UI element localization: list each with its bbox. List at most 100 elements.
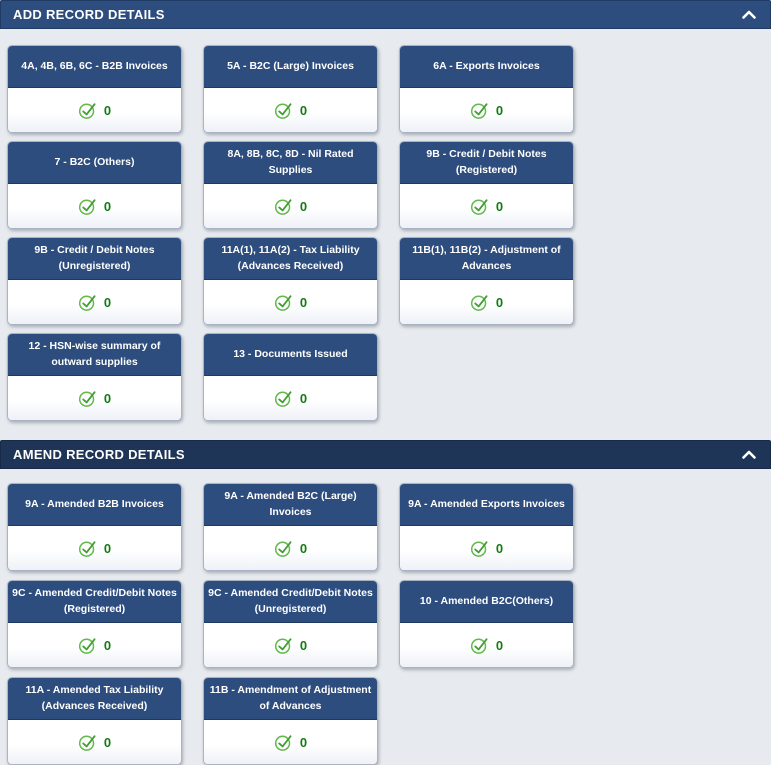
record-tile-body: 0 [8, 720, 181, 764]
record-count: 0 [495, 540, 504, 556]
record-tile[interactable]: 9B - Credit / Debit Notes (Registered) 0 [399, 141, 574, 229]
amend-record-details-section: AMEND RECORD DETAILS 9A - Amended B2B In… [0, 440, 771, 765]
record-tile-title[interactable]: 9C - Amended Credit/Debit Notes (Registe… [8, 581, 181, 623]
record-tile-body: 0 [204, 184, 377, 228]
check-circle-icon [470, 293, 489, 311]
record-tile-body: 0 [8, 280, 181, 324]
record-tile-title[interactable]: 13 - Documents Issued [204, 334, 377, 376]
record-tile[interactable]: 11B - Amendment of Adjustment of Advance… [203, 677, 378, 765]
record-tile[interactable]: 13 - Documents Issued 0 [203, 333, 378, 421]
record-count: 0 [299, 734, 308, 750]
add-section-title: ADD RECORD DETAILS [13, 7, 165, 22]
record-tile-title[interactable]: 4A, 4B, 6B, 6C - B2B Invoices [8, 46, 181, 88]
check-circle-icon [274, 293, 293, 311]
record-tile-title[interactable]: 9C - Amended Credit/Debit Notes (Unregis… [204, 581, 377, 623]
record-tile[interactable]: 8A, 8B, 8C, 8D - Nil Rated Supplies 0 [203, 141, 378, 229]
check-circle-icon [470, 101, 489, 119]
add-section-header[interactable]: ADD RECORD DETAILS [0, 0, 771, 29]
check-circle-icon [470, 636, 489, 654]
check-circle-icon [78, 389, 97, 407]
record-tile[interactable]: 9A - Amended B2B Invoices 0 [7, 483, 182, 571]
record-tile[interactable]: 9B - Credit / Debit Notes (Unregistered)… [7, 237, 182, 325]
check-circle-icon [274, 733, 293, 751]
record-tile-title[interactable]: 9B - Credit / Debit Notes (Unregistered) [8, 238, 181, 280]
record-tile-body: 0 [8, 623, 181, 667]
record-tile-body: 0 [8, 526, 181, 570]
record-tile[interactable]: 9C - Amended Credit/Debit Notes (Unregis… [203, 580, 378, 668]
record-tile-title[interactable]: 9B - Credit / Debit Notes (Registered) [400, 142, 573, 184]
record-tile[interactable]: 9A - Amended B2C (Large) Invoices 0 [203, 483, 378, 571]
amend-section-header[interactable]: AMEND RECORD DETAILS [0, 440, 771, 469]
record-count: 0 [103, 198, 112, 214]
record-tile[interactable]: 6A - Exports Invoices 0 [399, 45, 574, 133]
record-tile[interactable]: 11B(1), 11B(2) - Adjustment of Advances … [399, 237, 574, 325]
record-tile[interactable]: 5A - B2C (Large) Invoices 0 [203, 45, 378, 133]
check-circle-icon [274, 101, 293, 119]
record-tile[interactable]: 12 - HSN-wise summary of outward supplie… [7, 333, 182, 421]
record-tile[interactable]: 11A(1), 11A(2) - Tax Liability (Advances… [203, 237, 378, 325]
record-count: 0 [299, 294, 308, 310]
record-count: 0 [299, 540, 308, 556]
check-circle-icon [78, 197, 97, 215]
record-count: 0 [103, 390, 112, 406]
add-record-details-section: ADD RECORD DETAILS 4A, 4B, 6B, 6C - B2B … [0, 0, 771, 421]
chevron-up-icon[interactable] [742, 10, 756, 19]
record-count: 0 [299, 637, 308, 653]
record-count: 0 [103, 102, 112, 118]
record-tile-body: 0 [400, 623, 573, 667]
record-tile-title[interactable]: 6A - Exports Invoices [400, 46, 573, 88]
amend-section-title: AMEND RECORD DETAILS [13, 447, 185, 462]
record-tile-body: 0 [204, 623, 377, 667]
record-count: 0 [495, 637, 504, 653]
record-count: 0 [495, 198, 504, 214]
record-count: 0 [299, 198, 308, 214]
record-tile-body: 0 [8, 376, 181, 420]
record-tile-body: 0 [204, 376, 377, 420]
record-tile[interactable]: 9A - Amended Exports Invoices 0 [399, 483, 574, 571]
check-circle-icon [78, 101, 97, 119]
record-tile-title[interactable]: 5A - B2C (Large) Invoices [204, 46, 377, 88]
chevron-up-icon[interactable] [742, 450, 756, 459]
record-count: 0 [299, 390, 308, 406]
record-tile-title[interactable]: 8A, 8B, 8C, 8D - Nil Rated Supplies [204, 142, 377, 184]
record-tile[interactable]: 4A, 4B, 6B, 6C - B2B Invoices 0 [7, 45, 182, 133]
check-circle-icon [274, 197, 293, 215]
record-count: 0 [103, 734, 112, 750]
record-count: 0 [103, 540, 112, 556]
record-tile-title[interactable]: 10 - Amended B2C(Others) [400, 581, 573, 623]
record-tile[interactable]: 9C - Amended Credit/Debit Notes (Registe… [7, 580, 182, 668]
record-tile[interactable]: 7 - B2C (Others) 0 [7, 141, 182, 229]
record-tile-body: 0 [400, 184, 573, 228]
record-tile-body: 0 [8, 88, 181, 132]
check-circle-icon [470, 539, 489, 557]
record-tile-title[interactable]: 9A - Amended B2B Invoices [8, 484, 181, 526]
check-circle-icon [78, 733, 97, 751]
record-tile-title[interactable]: 11B(1), 11B(2) - Adjustment of Advances [400, 238, 573, 280]
record-tile-title[interactable]: 11A(1), 11A(2) - Tax Liability (Advances… [204, 238, 377, 280]
record-tile[interactable]: 11A - Amended Tax Liability (Advances Re… [7, 677, 182, 765]
record-count: 0 [495, 294, 504, 310]
record-tile-title[interactable]: 7 - B2C (Others) [8, 142, 181, 184]
record-tile-title[interactable]: 9A - Amended B2C (Large) Invoices [204, 484, 377, 526]
check-circle-icon [78, 636, 97, 654]
record-tile-body: 0 [204, 88, 377, 132]
check-circle-icon [274, 636, 293, 654]
record-tile[interactable]: 10 - Amended B2C(Others) 0 [399, 580, 574, 668]
record-count: 0 [103, 294, 112, 310]
check-circle-icon [78, 539, 97, 557]
record-tile-title[interactable]: 11A - Amended Tax Liability (Advances Re… [8, 678, 181, 720]
record-tile-body: 0 [204, 526, 377, 570]
record-tile-title[interactable]: 12 - HSN-wise summary of outward supplie… [8, 334, 181, 376]
record-tile-body: 0 [204, 280, 377, 324]
record-tile-body: 0 [400, 280, 573, 324]
check-circle-icon [78, 293, 97, 311]
amend-tiles-grid: 9A - Amended B2B Invoices 0 9A - Amended [0, 469, 771, 765]
record-tile-body: 0 [400, 526, 573, 570]
record-tile-title[interactable]: 9A - Amended Exports Invoices [400, 484, 573, 526]
check-circle-icon [274, 389, 293, 407]
record-tile-title[interactable]: 11B - Amendment of Adjustment of Advance… [204, 678, 377, 720]
record-tile-body: 0 [8, 184, 181, 228]
check-circle-icon [470, 197, 489, 215]
record-tile-body: 0 [400, 88, 573, 132]
